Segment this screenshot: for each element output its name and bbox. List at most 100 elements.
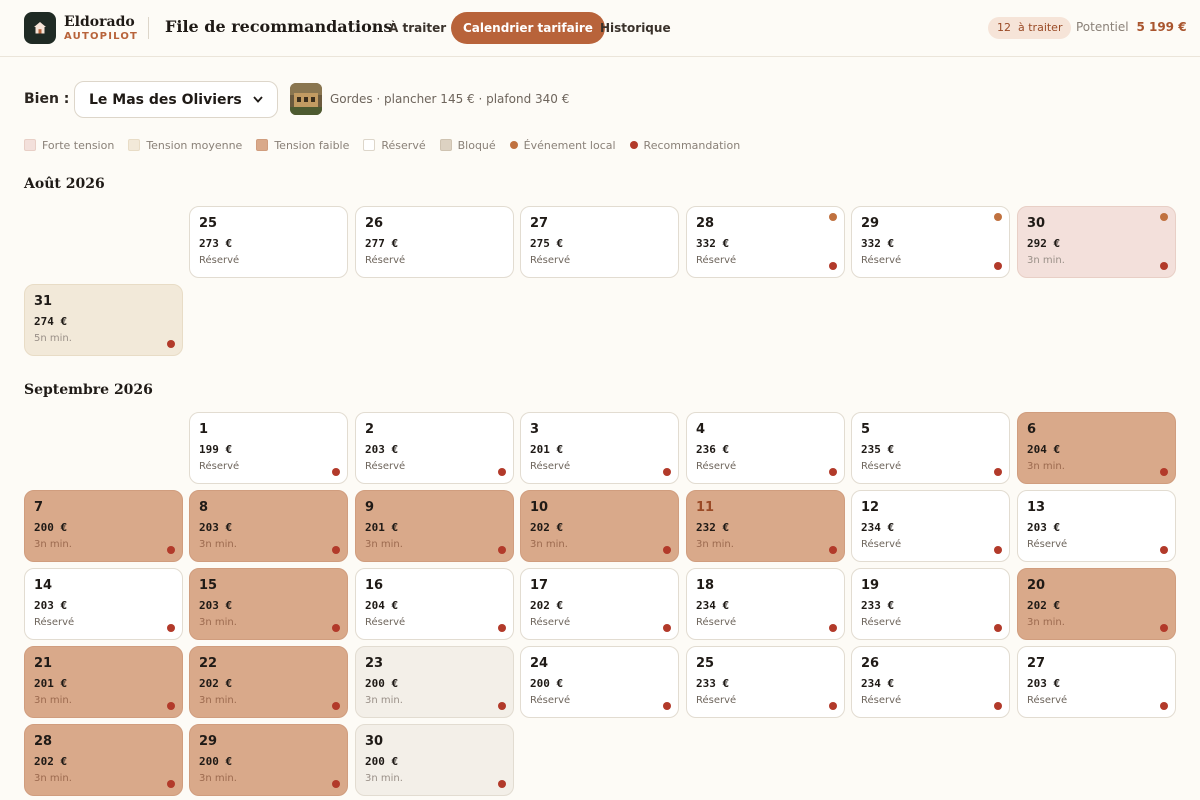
day-card[interactable]: 4 236 € Réservé <box>686 412 845 484</box>
legend-label: Événement local <box>523 138 616 152</box>
recommendation-dot-icon <box>829 262 837 270</box>
day-number: 30 <box>1027 216 1046 231</box>
recommendation-dot-icon <box>994 262 1002 270</box>
tab-calendrier-tarifaire[interactable]: Calendrier tarifaire <box>451 12 605 44</box>
legend-swatch <box>256 139 269 151</box>
day-price: 200 € <box>365 755 399 768</box>
day-number: 1 <box>199 422 209 437</box>
day-number: 26 <box>365 216 384 231</box>
pending-label: à traiter <box>1018 21 1063 34</box>
legend-label: Bloqué <box>457 138 496 152</box>
day-status: 3n min. <box>199 617 237 628</box>
day-card[interactable]: 26 277 € Réservé <box>355 206 514 278</box>
legend-label: Forte tension <box>42 138 115 152</box>
tab-historique[interactable]: Historique <box>600 21 671 35</box>
day-card[interactable]: 13 203 € Réservé <box>1017 490 1176 562</box>
recommendation-dot-icon <box>498 468 506 476</box>
day-price: 204 € <box>1027 443 1061 456</box>
legend-item-tension-moyenne: Tension moyenne <box>128 139 242 152</box>
day-number: 29 <box>861 216 880 231</box>
day-status: Réservé <box>696 255 737 266</box>
day-card[interactable]: 26 234 € Réservé <box>851 646 1010 718</box>
day-card[interactable]: 12 234 € Réservé <box>851 490 1010 562</box>
day-card[interactable]: 3 201 € Réservé <box>520 412 679 484</box>
recommendation-dot-icon <box>167 624 175 632</box>
day-card[interactable]: 30 292 € 3n min. <box>1017 206 1176 278</box>
day-card[interactable]: 28 332 € Réservé <box>686 206 845 278</box>
day-number: 31 <box>34 294 53 309</box>
day-card[interactable]: 27 275 € Réservé <box>520 206 679 278</box>
day-card[interactable]: 18 234 € Réservé <box>686 568 845 640</box>
day-card[interactable]: 22 202 € 3n min. <box>189 646 348 718</box>
day-number: 20 <box>1027 578 1046 593</box>
day-status: 3n min. <box>199 695 237 706</box>
day-card[interactable]: 17 202 € Réservé <box>520 568 679 640</box>
day-number: 10 <box>530 500 549 515</box>
day-status: Réservé <box>365 617 406 628</box>
recommendation-dot-icon <box>663 468 671 476</box>
day-card[interactable]: 25 273 € Réservé <box>189 206 348 278</box>
brand-subtitle: AUTOPILOT <box>64 31 139 42</box>
day-card[interactable]: 21 201 € 3n min. <box>24 646 183 718</box>
day-card[interactable]: 11 232 € 3n min. <box>686 490 845 562</box>
day-number: 11 <box>696 500 715 515</box>
day-card[interactable]: 9 201 € 3n min. <box>355 490 514 562</box>
day-number: 14 <box>34 578 53 593</box>
day-status: Réservé <box>861 255 902 266</box>
day-card[interactable]: 5 235 € Réservé <box>851 412 1010 484</box>
tab-a-traiter[interactable]: À traiter <box>389 21 447 35</box>
day-card[interactable]: 28 202 € 3n min. <box>24 724 183 796</box>
day-status: Réservé <box>365 461 406 472</box>
home-logo-icon[interactable] <box>24 12 56 44</box>
day-card[interactable]: 14 203 € Réservé <box>24 568 183 640</box>
day-number: 29 <box>199 734 218 749</box>
day-card[interactable]: 15 203 € 3n min. <box>189 568 348 640</box>
recommendation-dot-icon <box>498 702 506 710</box>
legend-item-evenement-local: Événement local <box>509 138 616 152</box>
house-icon <box>34 22 46 34</box>
day-status: 3n min. <box>530 539 568 550</box>
property-select-value: Le Mas des Oliviers <box>89 91 242 108</box>
day-card[interactable]: 29 332 € Réservé <box>851 206 1010 278</box>
day-card[interactable]: 8 203 € 3n min. <box>189 490 348 562</box>
day-card[interactable]: 23 200 € 3n min. <box>355 646 514 718</box>
recommendation-dot-icon <box>498 624 506 632</box>
legend-item-forte-tension: Forte tension <box>24 139 114 152</box>
day-price: 203 € <box>199 599 233 612</box>
legend-label: Tension faible <box>274 138 350 152</box>
day-card[interactable]: 24 200 € Réservé <box>520 646 679 718</box>
day-status: 3n min. <box>34 773 72 784</box>
top-bar: Eldorado AUTOPILOT File de recommandatio… <box>0 0 1200 57</box>
day-card[interactable]: 10 202 € 3n min. <box>520 490 679 562</box>
day-number: 9 <box>365 500 375 515</box>
legend-label: Tension moyenne <box>146 138 243 152</box>
day-card[interactable]: 2 203 € Réservé <box>355 412 514 484</box>
property-select[interactable]: Le Mas des Oliviers <box>74 81 278 118</box>
day-number: 21 <box>34 656 53 671</box>
day-status: 5n min. <box>34 333 72 344</box>
event-dot-icon <box>1160 213 1168 221</box>
day-card[interactable]: 1 199 € Réservé <box>189 412 348 484</box>
day-status: Réservé <box>861 617 902 628</box>
day-card[interactable]: 7 200 € 3n min. <box>24 490 183 562</box>
day-card[interactable]: 6 204 € 3n min. <box>1017 412 1176 484</box>
day-card[interactable]: 19 233 € Réservé <box>851 568 1010 640</box>
pending-count-badge[interactable]: 12 à traiter <box>988 17 1072 39</box>
day-card[interactable]: 30 200 € 3n min. <box>355 724 514 796</box>
page-title: File de recommandations <box>165 17 393 36</box>
day-status: Réservé <box>530 617 571 628</box>
day-card[interactable]: 29 200 € 3n min. <box>189 724 348 796</box>
day-card[interactable]: 27 203 € Réservé <box>1017 646 1176 718</box>
day-card[interactable]: 16 204 € Réservé <box>355 568 514 640</box>
day-number: 3 <box>530 422 540 437</box>
recommendation-dot-icon <box>994 546 1002 554</box>
legend-swatch <box>439 139 452 151</box>
day-card[interactable]: 31 274 € 5n min. <box>24 284 183 356</box>
day-card[interactable]: 25 233 € Réservé <box>686 646 845 718</box>
day-number: 18 <box>696 578 715 593</box>
legend-item-tension-faible: Tension faible <box>256 139 349 152</box>
brand-name: Eldorado <box>64 14 135 30</box>
day-number: 6 <box>1027 422 1037 437</box>
legend-item-recommandation: Recommandation <box>629 139 740 152</box>
day-card[interactable]: 20 202 € 3n min. <box>1017 568 1176 640</box>
